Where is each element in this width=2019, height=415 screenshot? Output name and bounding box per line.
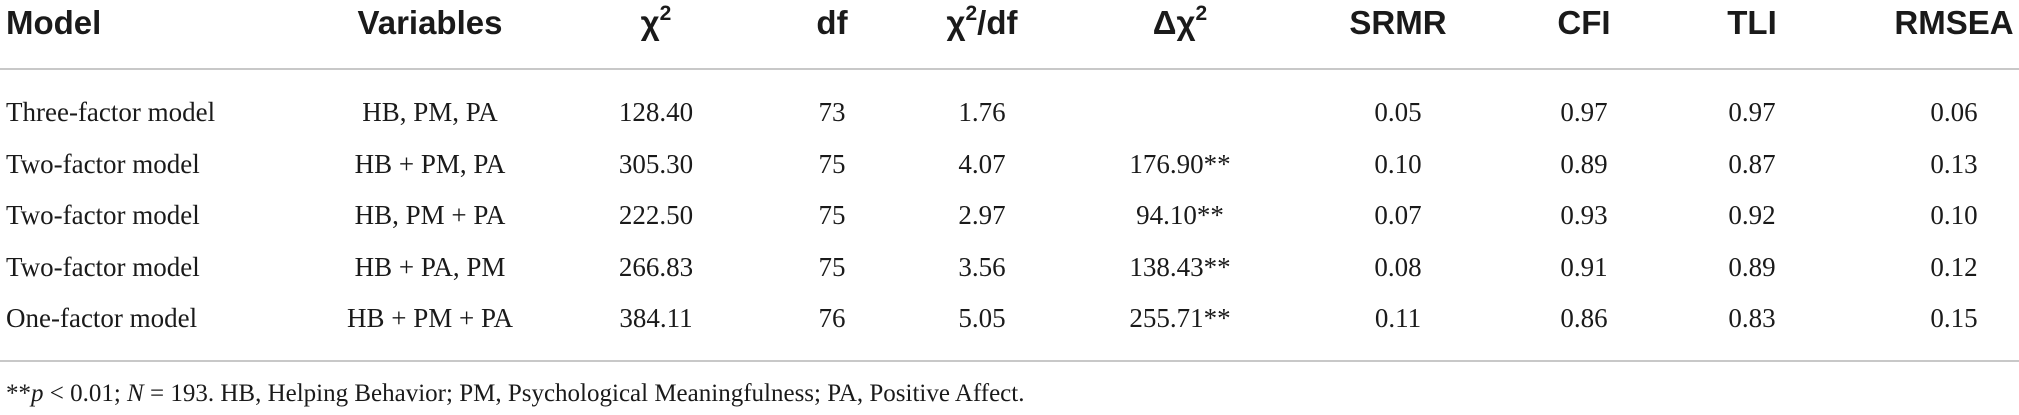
header-srmr: SRMR bbox=[1349, 4, 1447, 41]
cell-model: Two-factor model bbox=[6, 149, 200, 179]
cell-tli: 0.87 bbox=[1728, 149, 1776, 179]
cell-model: Three-factor model bbox=[6, 97, 216, 127]
table-footnote: **p < 0.01; N = 193. HB, Helping Behavio… bbox=[6, 380, 1024, 408]
cell-srmr: 0.05 bbox=[1374, 97, 1422, 127]
cell-chi2df: 2.97 bbox=[958, 200, 1006, 230]
cell-chi2: 222.50 bbox=[618, 200, 694, 230]
cell-df: 75 bbox=[818, 252, 846, 282]
cell-srmr: 0.07 bbox=[1374, 200, 1422, 230]
cell-chi2df: 5.05 bbox=[958, 303, 1006, 333]
cell-variables: HB + PM + PA bbox=[346, 303, 514, 333]
header-chi-square-df: χ2/df bbox=[946, 2, 1018, 42]
cell-dchi2: 138.43** bbox=[1129, 252, 1231, 282]
cell-chi2df: 1.76 bbox=[958, 97, 1006, 127]
cell-chi2: 128.40 bbox=[618, 97, 694, 127]
cell-srmr: 0.11 bbox=[1374, 303, 1422, 333]
header-cfi: CFI bbox=[1557, 4, 1611, 41]
footnote-n-text: = 193. HB, Helping Behavior; PM, Psychol… bbox=[143, 380, 1025, 407]
header-chi-square-df-superscript: 2 bbox=[965, 2, 978, 25]
cell-df: 75 bbox=[818, 200, 846, 230]
header-df: df bbox=[816, 4, 848, 41]
cell-model: One-factor model bbox=[6, 303, 198, 333]
footnote-p-text: < 0.01; bbox=[43, 380, 128, 407]
header-variables: Variables bbox=[357, 4, 503, 41]
cell-df: 73 bbox=[818, 97, 846, 127]
cell-cfi: 0.91 bbox=[1560, 252, 1608, 282]
header-chi-square: χ2 bbox=[640, 2, 672, 42]
cell-df: 76 bbox=[818, 303, 846, 333]
footnote-p-symbol: p bbox=[31, 380, 44, 407]
cell-srmr: 0.10 bbox=[1374, 149, 1422, 179]
cell-cfi: 0.89 bbox=[1560, 149, 1608, 179]
cell-chi2df: 3.56 bbox=[958, 252, 1006, 282]
header-chi-square-superscript: 2 bbox=[659, 2, 672, 25]
header-divider bbox=[0, 68, 2019, 70]
footnote-stars: ** bbox=[6, 380, 31, 407]
cell-tli: 0.92 bbox=[1728, 200, 1776, 230]
cell-chi2df: 4.07 bbox=[958, 149, 1006, 179]
cell-variables: HB, PM + PA bbox=[354, 200, 506, 230]
footnote-n-symbol: N bbox=[127, 380, 144, 407]
cell-dchi2: 94.10** bbox=[1136, 200, 1224, 230]
cell-cfi: 0.93 bbox=[1560, 200, 1608, 230]
cell-tli: 0.83 bbox=[1728, 303, 1776, 333]
table-bottom-divider bbox=[0, 360, 2019, 362]
cell-srmr: 0.08 bbox=[1374, 252, 1422, 282]
header-model: Model bbox=[6, 4, 102, 41]
header-rmsea: RMSEA bbox=[1894, 4, 2014, 41]
cell-tli: 0.89 bbox=[1728, 252, 1776, 282]
cell-rmsea: 0.15 bbox=[1930, 303, 1978, 333]
cell-rmsea: 0.12 bbox=[1930, 252, 1978, 282]
header-chi-square-symbol: χ bbox=[640, 4, 660, 41]
cell-chi2: 305.30 bbox=[618, 149, 694, 179]
cell-model: Two-factor model bbox=[6, 252, 200, 282]
cell-chi2: 266.83 bbox=[618, 252, 694, 282]
cell-dchi2: 176.90** bbox=[1129, 149, 1231, 179]
cell-dchi2: 255.71** bbox=[1129, 303, 1231, 333]
header-delta-chi-square-symbol: Δχ bbox=[1152, 4, 1196, 41]
cell-chi2: 384.11 bbox=[619, 303, 693, 333]
cell-variables: HB, PM, PA bbox=[362, 97, 498, 127]
cell-cfi: 0.86 bbox=[1560, 303, 1608, 333]
cell-rmsea: 0.13 bbox=[1930, 149, 1978, 179]
header-chi-square-df-suffix: /df bbox=[977, 4, 1018, 41]
cell-cfi: 0.97 bbox=[1560, 97, 1608, 127]
cell-tli: 0.97 bbox=[1728, 97, 1776, 127]
header-tli: TLI bbox=[1727, 4, 1777, 41]
cell-variables: HB + PA, PM bbox=[354, 252, 506, 282]
cell-variables: HB + PM, PA bbox=[354, 149, 506, 179]
cell-model: Two-factor model bbox=[6, 200, 200, 230]
cell-rmsea: 0.10 bbox=[1930, 200, 1978, 230]
cell-df: 75 bbox=[818, 149, 846, 179]
header-chi-square-df-symbol: χ bbox=[946, 4, 966, 41]
header-delta-chi-square-superscript: 2 bbox=[1195, 2, 1208, 25]
header-delta-chi-square: Δχ2 bbox=[1152, 2, 1208, 42]
cell-rmsea: 0.06 bbox=[1930, 97, 1978, 127]
